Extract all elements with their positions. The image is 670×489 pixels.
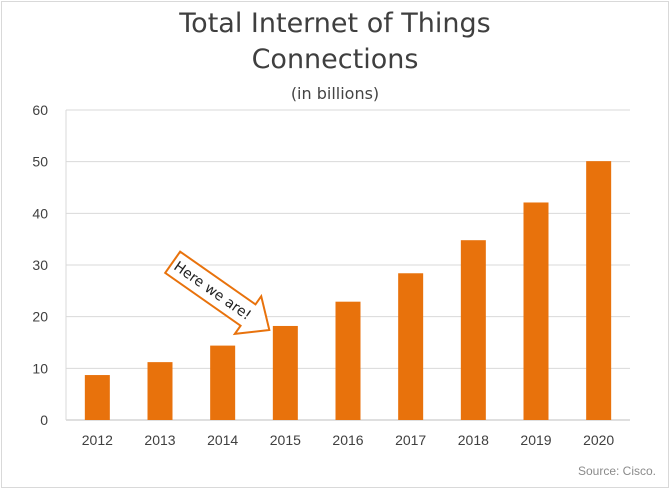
bar-2013 [147, 362, 173, 420]
y-tick-label: 0 [40, 412, 48, 428]
arrow-shape [163, 250, 271, 336]
x-tick-label-2018: 2018 [458, 432, 489, 448]
here-we-are-arrow: Here we are! [163, 250, 271, 336]
bar-2015 [272, 325, 298, 420]
bar-2019 [523, 202, 549, 420]
x-tick-label-2014: 2014 [207, 432, 238, 448]
x-tick-label-2020: 2020 [583, 432, 614, 448]
bar-2014 [210, 345, 236, 420]
x-tick-label-2017: 2017 [395, 432, 426, 448]
y-tick-label: 50 [32, 154, 48, 170]
y-tick-label: 60 [32, 102, 48, 118]
chart-title-line-1: Total Internet of Things [179, 8, 491, 39]
x-tick-label-2016: 2016 [332, 432, 363, 448]
x-tick-label-2019: 2019 [520, 432, 551, 448]
bar-2020 [586, 161, 612, 420]
x-tick-label-2013: 2013 [144, 432, 175, 448]
y-tick-label: 40 [32, 205, 48, 221]
chart-subtitle: (in billions) [290, 84, 380, 103]
bar-2012 [84, 375, 110, 420]
bars [84, 161, 612, 420]
y-axis-ticks: 0 10 20 30 40 50 60 [32, 102, 48, 428]
source-note: Source: Cisco. [577, 464, 656, 478]
y-tick-label: 30 [32, 257, 48, 273]
annotation: Here we are! [163, 250, 271, 336]
x-axis-ticks: 2012 2013 2014 2015 2016 2017 2018 2019 2020 [82, 432, 615, 448]
chart-title-line-2: Connections [251, 44, 419, 75]
x-tick-label-2012: 2012 [82, 432, 113, 448]
bar-2016 [335, 301, 361, 420]
x-tick-label-2015: 2015 [270, 432, 301, 448]
y-tick-label: 10 [32, 360, 48, 376]
annotation-text: Here we are! [171, 259, 254, 324]
bar-2017 [398, 273, 424, 420]
y-tick-label: 20 [32, 309, 48, 325]
bar-2018 [460, 240, 486, 420]
